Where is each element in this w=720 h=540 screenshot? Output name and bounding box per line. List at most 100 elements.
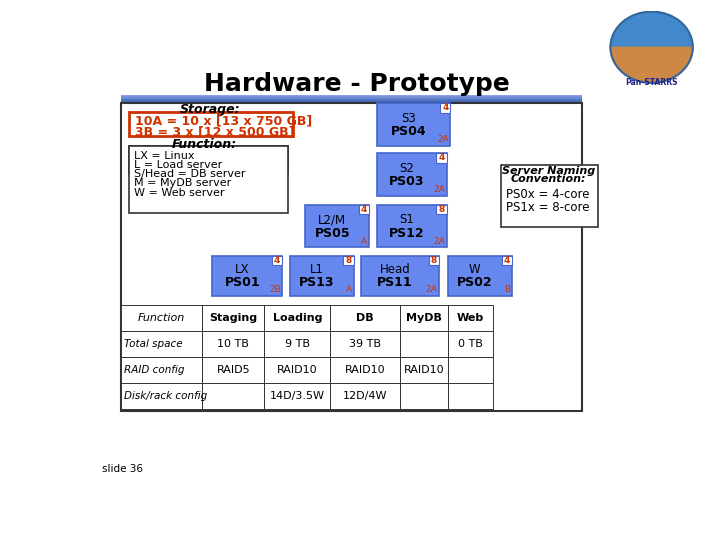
Text: 10A = 10 x [13 x 750 GB]: 10A = 10 x [13 x 750 GB] (135, 114, 312, 127)
Bar (361, 256, 438, 296)
Bar (272, 256, 282, 265)
Bar (202, 357, 264, 383)
Text: 4: 4 (438, 153, 445, 163)
Text: LX = Linux: LX = Linux (134, 151, 194, 161)
Text: S2: S2 (399, 161, 414, 174)
Bar (359, 205, 369, 214)
Wedge shape (611, 11, 693, 47)
Text: slide 36: slide 36 (102, 464, 143, 475)
Text: A: A (361, 237, 367, 246)
Text: S1: S1 (399, 213, 414, 226)
Text: 3B = 3 x [12 x 500 GB]: 3B = 3 x [12 x 500 GB] (135, 125, 294, 138)
Bar (121, 331, 202, 357)
Text: 2A: 2A (437, 135, 449, 144)
Text: Function:: Function: (172, 138, 238, 151)
Text: 14D/3.5W: 14D/3.5W (270, 391, 325, 401)
Bar (121, 357, 202, 383)
Text: B: B (504, 285, 510, 294)
Text: PS03: PS03 (389, 175, 424, 188)
Text: W = Web server: W = Web server (134, 187, 225, 198)
Bar (129, 146, 287, 174)
Text: Disk/rack config: Disk/rack config (124, 391, 207, 401)
Text: MyDB: MyDB (406, 313, 442, 323)
Text: Web: Web (457, 313, 484, 323)
Text: 2A: 2A (433, 237, 445, 246)
Text: 4: 4 (442, 104, 449, 112)
Bar (129, 112, 293, 137)
Bar (330, 331, 400, 357)
Bar (448, 357, 493, 383)
Bar (202, 331, 264, 357)
Text: PS0x = 4-core: PS0x = 4-core (506, 188, 590, 201)
Bar (400, 357, 448, 383)
Bar (264, 305, 330, 331)
Text: S/Head = DB server: S/Head = DB server (134, 169, 246, 179)
Bar (264, 357, 330, 383)
Text: 8: 8 (431, 256, 437, 265)
Text: 2A: 2A (426, 285, 437, 294)
Text: 8: 8 (438, 205, 444, 214)
Text: PS1x = 8-core: PS1x = 8-core (506, 201, 590, 214)
Bar (129, 146, 287, 213)
Bar (448, 383, 493, 409)
Text: M = MyDB server: M = MyDB server (134, 178, 231, 188)
Bar (121, 95, 582, 96)
Bar (448, 305, 493, 331)
Text: Head: Head (379, 264, 410, 276)
Bar (121, 98, 582, 99)
Bar (264, 331, 330, 357)
Text: RAID10: RAID10 (404, 365, 444, 375)
Text: RAID5: RAID5 (217, 365, 250, 375)
Text: 4: 4 (503, 256, 510, 265)
Bar (121, 101, 582, 102)
Wedge shape (611, 47, 693, 83)
Bar (343, 256, 354, 265)
Text: RAID10: RAID10 (345, 365, 385, 375)
Bar (121, 96, 582, 97)
Text: W: W (469, 264, 481, 276)
Bar (121, 103, 582, 411)
Text: 2A: 2A (433, 185, 445, 194)
Bar (377, 205, 446, 247)
Bar (305, 205, 369, 247)
Bar (121, 99, 582, 100)
Bar (212, 256, 282, 296)
Text: L1: L1 (310, 264, 324, 276)
Text: Pan-STARRS: Pan-STARRS (626, 78, 678, 86)
Bar (202, 305, 264, 331)
Text: Total space: Total space (124, 339, 183, 349)
Text: Function: Function (138, 313, 185, 323)
Bar (121, 102, 582, 103)
Text: PS04: PS04 (391, 125, 426, 138)
Text: RAID config: RAID config (124, 365, 184, 375)
Text: 9 TB: 9 TB (285, 339, 310, 349)
Text: 8: 8 (346, 256, 351, 265)
Bar (330, 383, 400, 409)
Text: PS02: PS02 (457, 276, 492, 289)
Bar (500, 165, 598, 226)
Bar (502, 256, 512, 265)
Text: A: A (346, 285, 352, 294)
Text: L2/M: L2/M (318, 213, 346, 226)
Text: 10 TB: 10 TB (217, 339, 249, 349)
Text: 4: 4 (361, 205, 367, 214)
Text: Server Naming: Server Naming (502, 166, 595, 176)
Bar (330, 305, 400, 331)
Text: DB: DB (356, 313, 374, 323)
Text: 4: 4 (274, 256, 280, 265)
Bar (264, 383, 330, 409)
Text: 12D/4W: 12D/4W (343, 391, 387, 401)
Bar (400, 383, 448, 409)
Text: PS05: PS05 (315, 227, 350, 240)
Text: Loading: Loading (273, 313, 322, 323)
Bar (121, 383, 202, 409)
Text: LX: LX (235, 264, 250, 276)
Text: Staging: Staging (210, 313, 258, 323)
Text: Convention:: Convention: (511, 174, 587, 184)
Bar (121, 97, 582, 98)
Bar (400, 331, 448, 357)
Text: L = Load server: L = Load server (134, 160, 222, 170)
Bar (441, 103, 451, 112)
Text: PS13: PS13 (299, 276, 334, 289)
Bar (290, 256, 354, 296)
